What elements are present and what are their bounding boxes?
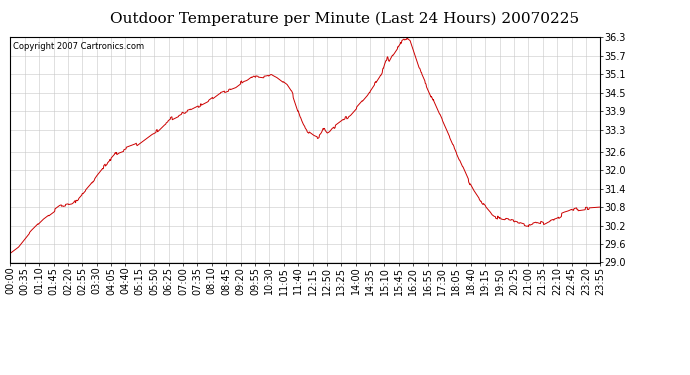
Text: Copyright 2007 Cartronics.com: Copyright 2007 Cartronics.com [13, 42, 144, 51]
Text: Outdoor Temperature per Minute (Last 24 Hours) 20070225: Outdoor Temperature per Minute (Last 24 … [110, 11, 580, 26]
